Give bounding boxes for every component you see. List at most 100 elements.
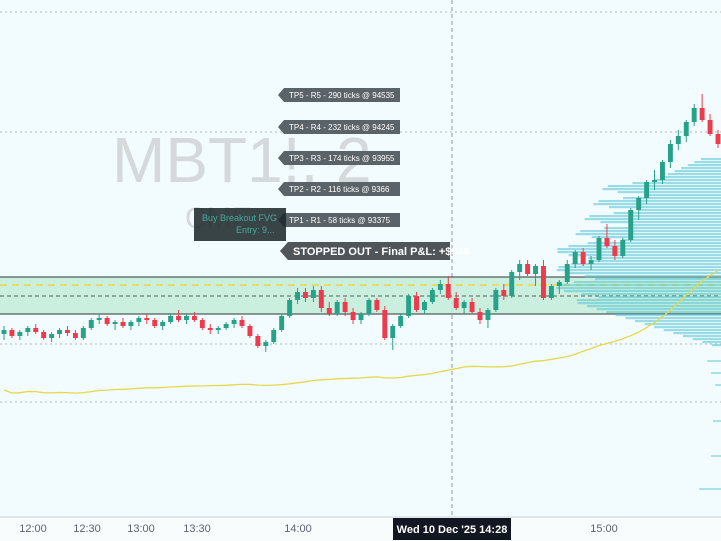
candle-body [636, 198, 642, 210]
profile-bar [711, 372, 721, 374]
time-tick-label: 13:00 [127, 523, 155, 535]
candle-body [168, 316, 174, 322]
profile-bar [604, 227, 721, 230]
candle-body [382, 310, 388, 338]
candle-body [176, 316, 181, 320]
profile-bar [573, 281, 721, 284]
profile-bar [606, 311, 721, 314]
profile-bar [591, 260, 721, 263]
profile-bar [701, 158, 721, 161]
tp-label-5: TP5 - R5 - 290 ticks @ 94535 [278, 88, 400, 102]
profile-bar [629, 224, 721, 227]
candle-body [255, 336, 261, 346]
candle-body [318, 290, 324, 308]
crosshair-time-badge [393, 518, 511, 540]
candle-body [461, 302, 467, 308]
candle-body [564, 264, 570, 282]
candle-body [715, 134, 721, 144]
profile-bar [673, 332, 721, 335]
candle-body [88, 320, 94, 328]
candle-body [652, 180, 657, 182]
candle-body [691, 108, 697, 122]
ma-polyline [3, 270, 719, 394]
candle-body [660, 162, 665, 180]
candle-body [25, 328, 31, 332]
time-axis-bg [0, 517, 721, 541]
candle-body [65, 330, 70, 333]
profile-bar [593, 203, 721, 206]
profile-bar [609, 206, 721, 209]
candle-body [287, 300, 293, 316]
candle-body [271, 330, 277, 342]
candle-body [112, 322, 118, 324]
candles [1, 94, 721, 352]
candle-body [580, 252, 586, 264]
candle-body [628, 210, 634, 240]
candle-body [699, 108, 705, 120]
profile-bar [584, 218, 721, 221]
strategy-label-line2: Entry: 9... [236, 225, 275, 235]
profile-bar [576, 299, 721, 302]
candle-body [675, 136, 681, 144]
profile-bar [663, 329, 721, 332]
candle-body [683, 122, 689, 136]
profile-bar [711, 455, 721, 457]
profile-bar [635, 320, 721, 323]
crosshair-time-text: Wed 10 Dec '25 14:28 [397, 524, 508, 536]
candle-body [572, 252, 578, 264]
time-tick-label: 12:00 [19, 523, 47, 535]
profile-bar [581, 293, 721, 296]
profile-bar [563, 290, 721, 293]
profile-bar [589, 215, 721, 218]
candle-body [49, 334, 55, 338]
profile-bar [715, 384, 721, 386]
candle-body [358, 314, 364, 320]
time-tick-label: 15:00 [590, 523, 618, 535]
candle-body [310, 290, 316, 298]
profile-bar [580, 230, 721, 233]
tp-label-text: TP5 - R5 - 290 ticks @ 94535 [289, 91, 395, 100]
candle-body [9, 330, 15, 336]
profile-bar [699, 488, 721, 490]
candle-body [596, 238, 602, 260]
candle-body [406, 296, 412, 316]
profile-bar [575, 233, 721, 236]
candle-body [374, 300, 380, 310]
candle-body [612, 246, 618, 256]
candle-body [445, 284, 451, 298]
profile-bar [617, 191, 721, 194]
profile-bar [556, 269, 721, 272]
strategy-label: Buy Breakout FVG Entry: 9... [194, 208, 286, 241]
candle-body [501, 290, 507, 296]
profile-bar [577, 302, 721, 305]
profile-bar [713, 420, 721, 422]
candle-body [33, 328, 39, 332]
candle-body [184, 316, 189, 320]
profile-bar [711, 344, 721, 347]
profile-bar [687, 164, 721, 167]
candle-body [453, 298, 459, 308]
profile-bar [647, 194, 721, 197]
candle-body [57, 330, 62, 334]
candle-body [295, 292, 300, 300]
profile-bar [681, 167, 721, 170]
time-tick-label: 14:00 [284, 523, 312, 535]
moving-average-line [3, 270, 719, 394]
profile-bar [674, 170, 721, 173]
profile-bar [557, 251, 721, 254]
candle-body [588, 260, 594, 264]
candle-body [422, 302, 427, 310]
profile-bar [587, 305, 721, 308]
candle-body [350, 312, 356, 320]
pnl-label-text: STOPPED OUT - Final P&L: +$348 [293, 246, 470, 258]
profile-bar [598, 296, 721, 299]
volume-profile [556, 158, 721, 490]
candle-body [279, 316, 285, 330]
candle-body [223, 324, 229, 328]
candle-body [263, 342, 269, 346]
profile-bar [613, 212, 721, 215]
profile-bar [587, 242, 721, 245]
profile-bar [568, 254, 721, 257]
